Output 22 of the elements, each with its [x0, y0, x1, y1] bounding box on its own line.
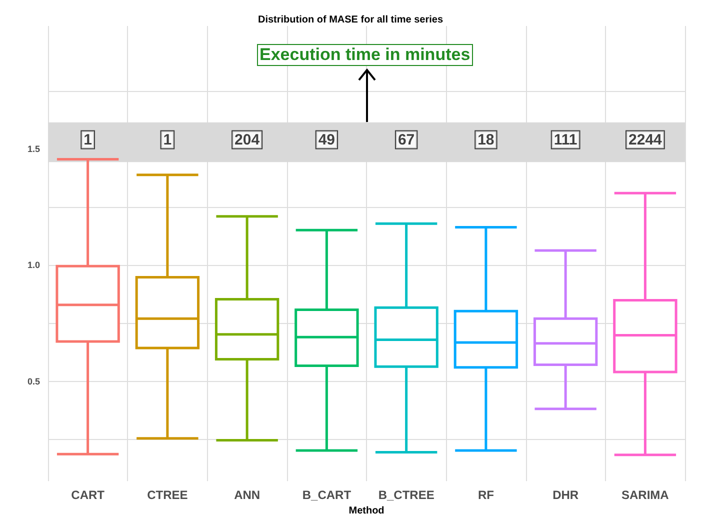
annotation: 49 — [318, 131, 336, 148]
annotation: 1 — [163, 131, 172, 148]
annotation: 111 — [554, 131, 578, 148]
annotation: 204 — [234, 131, 260, 148]
x-tick-label: CTREE — [147, 488, 188, 502]
annotation: 1 — [84, 131, 92, 148]
x-tick-label: ANN — [234, 488, 260, 502]
annotation: Execution time in minutes — [256, 44, 474, 66]
y-tick-label: 1.0 — [27, 260, 40, 270]
chart-title: Distribution of MASE for all time series — [258, 14, 444, 26]
y-tick-label: 1.5 — [27, 144, 40, 154]
annotation: 18 — [478, 131, 494, 148]
y-tick-label: 0.5 — [27, 376, 40, 386]
x-tick-label: CART — [71, 488, 106, 502]
x-tick-label: DHR — [552, 488, 579, 502]
x-tick-label: B_CTREE — [378, 488, 434, 502]
x-tick-label: SARIMA — [622, 488, 670, 502]
x-tick-label: RF — [478, 488, 494, 502]
x-tick-label: B_CART — [302, 488, 352, 502]
x-axis-title: Method — [348, 506, 384, 516]
annotation: 2244 — [628, 131, 663, 148]
annotation: 67 — [398, 131, 415, 148]
